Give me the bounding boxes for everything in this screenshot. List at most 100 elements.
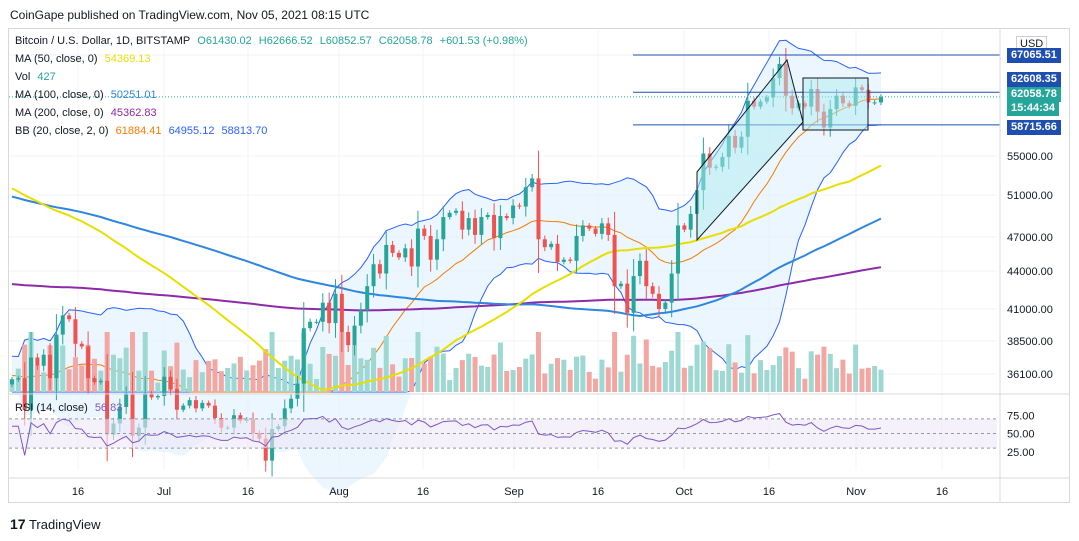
ma100-label: MA (100, close, 0) — [15, 89, 104, 101]
candle-body — [124, 393, 129, 407]
candle-body — [155, 396, 160, 398]
bb-label: BB (20, close, 2, 0) — [15, 125, 109, 137]
candle-body — [612, 234, 617, 287]
bb-upper-line — [11, 39, 882, 386]
candle-body — [466, 218, 471, 230]
price-tick-label: 47000.00 — [1007, 232, 1053, 244]
volume-bar — [453, 367, 459, 392]
price-tick-label: 36100.00 — [1007, 369, 1053, 381]
volume-bar — [383, 336, 389, 392]
volume-bar — [136, 370, 142, 392]
candle-body — [523, 187, 528, 207]
volume-bar — [256, 360, 262, 392]
candle-body — [650, 286, 655, 294]
volume-bar — [827, 353, 833, 392]
volume-bar — [783, 347, 789, 392]
legend-vol[interactable]: Vol 427 — [15, 71, 60, 83]
candle-body — [35, 357, 40, 366]
volume-bar — [402, 358, 408, 392]
time-tick-label: Jul — [157, 486, 171, 498]
candle-body — [568, 259, 573, 261]
candle-body — [872, 102, 877, 104]
legend-rsi[interactable]: RSI (14, close) 56.83 — [15, 402, 126, 414]
volume-bar — [396, 376, 402, 392]
candle-body — [618, 283, 623, 287]
axes: 55000.00 51000.00 47000.00 44000.00 41000.00… — [8, 28, 1070, 503]
tradingview-logo-text: TradingView — [28, 517, 101, 532]
volume-bar — [466, 353, 472, 392]
legend-ma100[interactable]: MA (100, close, 0) 50251.01 — [15, 89, 161, 101]
volume-bar — [726, 344, 732, 392]
volume-bar — [548, 363, 554, 392]
candle-body — [384, 244, 389, 274]
candle-body — [117, 407, 122, 424]
legend-ma50[interactable]: MA (50, close, 0) 54369.13 — [15, 53, 155, 65]
candle-body — [415, 228, 420, 267]
volume-bar — [320, 346, 326, 392]
ohlc-close: C62058.78 — [378, 35, 433, 47]
candle-body — [422, 228, 427, 236]
volume-bar — [187, 377, 193, 392]
volume-bar — [605, 367, 611, 392]
candle-body — [390, 244, 395, 253]
volume-bar — [688, 365, 694, 392]
volume-bar — [529, 354, 535, 392]
volume-bar — [326, 353, 332, 392]
volume-bar — [440, 353, 446, 392]
volume-bar — [218, 371, 224, 392]
volume-bar — [662, 361, 668, 392]
volume-bar — [193, 360, 199, 392]
candle-body — [92, 378, 97, 383]
legend-ma200[interactable]: MA (200, close, 0) 45362.83 — [15, 107, 161, 119]
candle-body — [365, 286, 370, 311]
candle-body — [460, 210, 465, 230]
volume-bar — [34, 365, 40, 392]
candle-body — [105, 380, 110, 435]
volume-bar — [694, 344, 700, 392]
volume-bar — [174, 342, 180, 392]
volume-bar — [231, 363, 237, 392]
rsi-value: 56.83 — [94, 402, 123, 414]
candle-body — [60, 315, 65, 335]
price-tag: 62608.35 — [1007, 72, 1061, 87]
candle-body — [530, 178, 535, 188]
volume-bar — [777, 356, 783, 392]
volume-bar — [624, 354, 630, 392]
candle-body — [561, 259, 566, 262]
candle-body — [238, 415, 243, 421]
volume-bar — [130, 332, 136, 392]
volume-bar — [510, 370, 516, 392]
volume-bar — [719, 370, 725, 392]
volume-bar — [434, 346, 440, 392]
volume-bar — [796, 368, 802, 392]
ma50-label: MA (50, close, 0) — [15, 53, 98, 65]
candle-body — [54, 334, 59, 379]
candle-body — [574, 235, 579, 261]
volume-bar — [669, 350, 675, 392]
legend-symbol-row: Bitcoin / U.S. Dollar, 1D, BITSTAMP O614… — [15, 35, 532, 47]
volume-bar — [294, 359, 300, 392]
symbol-title: Bitcoin / U.S. Dollar, 1D, BITSTAMP — [15, 35, 191, 47]
candle-body — [511, 205, 516, 219]
volume-bar — [757, 360, 763, 392]
legend-bb[interactable]: BB (20, close, 2, 0) 61884.41 64955.12 5… — [15, 125, 271, 137]
volume-bar — [713, 370, 719, 392]
volume-bar — [155, 382, 161, 392]
volume-bar — [561, 359, 567, 392]
price-tick-label: 51000.00 — [1007, 190, 1053, 202]
candle-body — [352, 325, 357, 346]
candle-body — [41, 354, 46, 366]
candle-body — [549, 243, 554, 248]
tradingview-logo[interactable]: 17 TradingView — [10, 516, 101, 532]
candle-body — [79, 343, 84, 347]
bb-basis-value: 61884.41 — [115, 125, 162, 137]
volume-bar — [631, 335, 637, 392]
candle-body — [295, 383, 300, 399]
candle-body — [320, 302, 325, 322]
volume-bar — [485, 366, 491, 392]
candle-body — [346, 332, 351, 346]
time-tick-label: Sep — [504, 486, 524, 498]
ohlc-change: +601.53 (+0.98%) — [439, 35, 528, 47]
volume-bar — [523, 358, 529, 392]
